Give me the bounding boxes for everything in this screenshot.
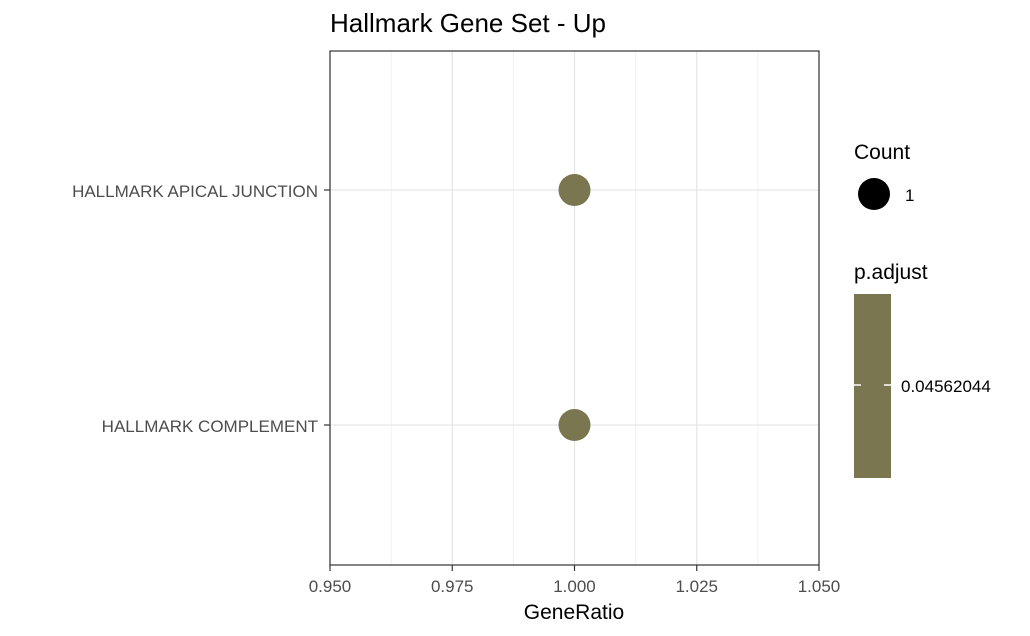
data-points: [558, 174, 591, 441]
x-tick-label: 0.950: [309, 577, 352, 596]
y-tick-label-complement: HALLMARK COMPLEMENT: [102, 417, 318, 436]
x-axis: 0.950 0.975 1.000 1.025 1.050: [309, 565, 841, 596]
x-tick-label: 1.025: [675, 577, 718, 596]
legend-padjust-colorbar: [854, 294, 891, 478]
legend-padjust-title: p.adjust: [854, 261, 928, 284]
legend-padjust-label: 0.04562044: [901, 377, 991, 396]
legend: Count 1 p.adjust 0.04562044: [854, 141, 991, 478]
data-point: [558, 174, 591, 206]
y-axis: HALLMARK APICAL JUNCTION HALLMARK COMPLE…: [72, 182, 330, 436]
legend-count-label: 1: [905, 186, 914, 205]
x-tick-label: 1.050: [798, 577, 841, 596]
y-tick-label-apical-junction: HALLMARK APICAL JUNCTION: [72, 182, 318, 201]
legend-count-dot: [858, 178, 890, 210]
x-tick-label: 0.975: [431, 577, 474, 596]
legend-count-title: Count: [854, 141, 910, 164]
x-axis-label: GeneRatio: [524, 601, 624, 624]
x-tick-label: 1.000: [553, 577, 596, 596]
data-point: [558, 409, 591, 441]
chart-title: Hallmark Gene Set - Up: [330, 8, 606, 38]
